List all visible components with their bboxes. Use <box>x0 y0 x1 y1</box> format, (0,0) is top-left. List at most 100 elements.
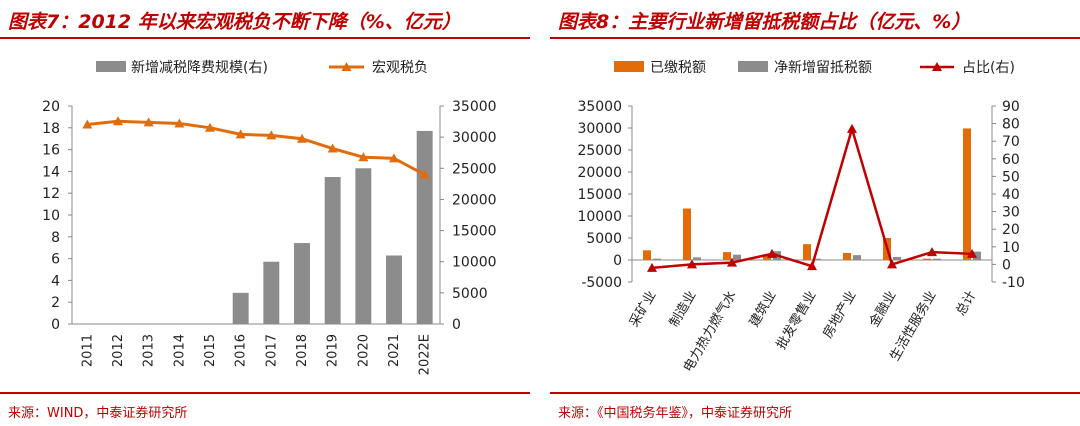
y-left-tick-label: 10 <box>42 208 60 224</box>
vat-credit-share-chart: -5000 0 5000 10000 15000 20000 25000 30000 35000… <box>577 60 1025 375</box>
bar-paid <box>923 258 931 260</box>
x-tick-label: 2019 <box>326 334 341 367</box>
legend-label: 占比(右) <box>962 60 1015 76</box>
line-point <box>419 169 430 179</box>
y-left-tick-label: 8 <box>51 230 60 246</box>
x-tick-label: 建筑业 <box>746 288 779 330</box>
x-tick-label: 2011 <box>80 334 95 367</box>
y-right-tick-label: 80 <box>1002 117 1020 133</box>
y-left-tick-label: 14 <box>42 164 60 180</box>
y-left-tick-label: 0 <box>613 253 622 269</box>
x-tick-label: 总计 <box>953 289 979 319</box>
y-right-tick-label: 40 <box>1002 187 1020 203</box>
y-right-tick-label: -10 <box>1002 275 1025 291</box>
x-tick-label: 2013 <box>142 334 157 367</box>
bar-paid <box>723 252 731 260</box>
bar-paid <box>683 208 691 260</box>
line-point <box>358 152 369 162</box>
bar <box>232 292 249 324</box>
bar-net <box>893 256 901 260</box>
line-point <box>297 133 307 143</box>
y-left-tick-label: -5000 <box>581 275 622 291</box>
legend-swatch <box>614 61 644 72</box>
line-point <box>647 262 657 272</box>
bar <box>263 261 280 324</box>
legend-label: 宏观税负 <box>372 60 428 76</box>
x-tick-label: 2014 <box>172 334 187 367</box>
y-right-tick-label: 5000 <box>452 286 488 302</box>
line-point <box>887 259 897 269</box>
y-left-tick-label: 0 <box>51 317 60 333</box>
y-left-tick-label: 16 <box>42 143 60 159</box>
y-left-tick-label: 5000 <box>586 231 622 247</box>
source-divider <box>0 392 530 394</box>
y-right-tick-label: 15000 <box>452 224 497 240</box>
line-point <box>143 117 154 127</box>
bar <box>355 168 372 324</box>
y-left-tick-label: 4 <box>51 273 60 289</box>
y-left-tick-label: 30000 <box>577 121 622 137</box>
legend-swatch <box>738 61 768 72</box>
line-point <box>82 119 93 129</box>
legend-label: 已缴税额 <box>650 60 706 76</box>
line-point <box>235 129 246 139</box>
legend-marker <box>932 62 942 71</box>
line-point <box>174 118 185 128</box>
tax-burden-chart: 0 2 4 6 8 10 12 14 16 18 20 0 5000 10000 15000 20000 250… <box>42 60 497 375</box>
x-tick-label: 制造业 <box>667 289 699 330</box>
y-right-tick-label: 20 <box>1002 222 1020 238</box>
source-note: 来源：《中国税务年鉴》，中泰证券研究所 <box>558 406 793 421</box>
y-right-tick-label: 30000 <box>452 130 497 146</box>
x-tick-label: 2015 <box>203 334 218 367</box>
bar-paid <box>643 250 651 260</box>
x-tick-label: 2021 <box>387 334 402 367</box>
line-point <box>327 143 338 153</box>
y-right-tick-label: 30 <box>1002 205 1020 221</box>
line-point <box>927 247 937 257</box>
bar <box>294 243 310 324</box>
line-point <box>205 122 215 132</box>
line-point <box>389 153 399 163</box>
y-right-tick-label: 50 <box>1002 169 1020 185</box>
bar-paid <box>763 254 771 260</box>
y-left-tick-label: 20000 <box>577 165 622 181</box>
y-left-tick-label: 12 <box>42 186 60 202</box>
legend-label: 净新增留抵税额 <box>774 60 872 76</box>
bar-paid <box>843 252 851 260</box>
series-line <box>87 119 426 176</box>
x-tick-label: 2020 <box>356 334 371 367</box>
bar-net <box>693 257 701 260</box>
chart-title: 图表7：2012 年以来宏观税负不断下降（%、亿元） <box>8 11 461 33</box>
legend-swatch <box>96 61 126 72</box>
y-right-tick-label: 25000 <box>452 161 497 177</box>
title-divider <box>0 37 530 39</box>
bar <box>386 255 402 324</box>
bar-net <box>973 251 981 260</box>
y-left-tick-label: 18 <box>42 121 60 137</box>
x-tick-label: 2012 <box>111 334 126 367</box>
bar-net <box>853 255 861 260</box>
bar-net <box>813 258 821 260</box>
bar-net <box>653 258 661 260</box>
y-left-tick-label: 35000 <box>577 99 622 115</box>
x-tick-label: 采矿业 <box>627 289 659 330</box>
y-right-tick-label: 10000 <box>452 255 497 271</box>
title-divider <box>550 37 1080 39</box>
bar-paid <box>963 128 971 260</box>
y-right-tick-label: 90 <box>1002 99 1020 115</box>
x-tick-label: 批发零售业 <box>773 288 819 352</box>
y-left-tick-label: 15000 <box>577 187 622 203</box>
right-chart-panel: 图表8：主要行业新增留抵税额占比（亿元、%） -5000 0 5000 10000 15… <box>550 0 1080 426</box>
legend-label: 新增减税降费规模(右) <box>131 60 268 76</box>
bar-net <box>733 254 741 260</box>
bar-paid <box>803 244 811 260</box>
line-point <box>113 116 123 126</box>
x-tick-label: 房地产业 <box>820 288 860 341</box>
chart-title: 图表8：主要行业新增留抵税额占比（亿元、%） <box>558 11 971 33</box>
legend-marker <box>341 62 352 71</box>
y-right-tick-label: 35000 <box>452 99 497 115</box>
line-point <box>847 123 857 133</box>
y-right-tick-label: 0 <box>1002 257 1011 273</box>
line-point <box>967 248 977 258</box>
x-tick-label: 金融业 <box>866 288 899 330</box>
